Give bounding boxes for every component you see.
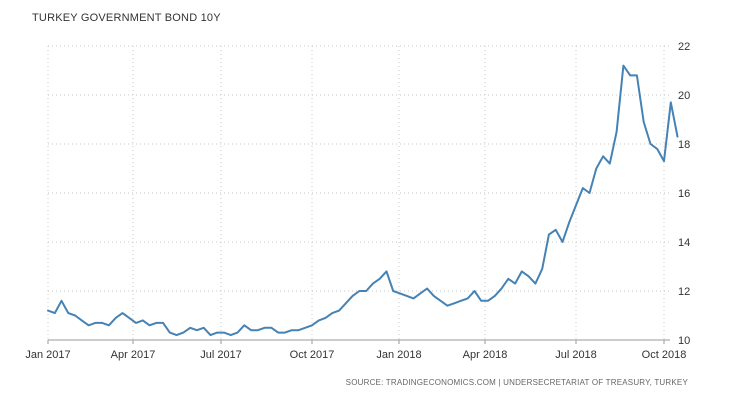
y-tick-label: 12	[678, 286, 690, 298]
x-tick-label: Jul 2018	[555, 349, 597, 361]
x-tick-label: Jan 2018	[376, 349, 421, 361]
axes	[47, 339, 670, 344]
y-tick-label: 22	[678, 41, 690, 53]
chart-source: SOURCE: TRADINGECONOMICS.COM | UNDERSECR…	[345, 378, 688, 387]
x-tick-label: Oct 2017	[290, 349, 335, 361]
y-tick-label: 20	[678, 90, 690, 102]
x-tick-label: Apr 2017	[111, 349, 156, 361]
x-tick-label: Jan 2017	[25, 349, 70, 361]
y-tick-label: 14	[678, 237, 690, 249]
chart-title: TURKEY GOVERNMENT BOND 10Y	[32, 12, 221, 24]
y-tick-label: 16	[678, 188, 690, 200]
x-tick-labels: Jan 2017 Apr 2017 Jul 2017 Oct 2017 Jan 2018…	[25, 349, 686, 361]
x-tick-label: Apr 2018	[463, 349, 508, 361]
series-line	[47, 64, 679, 337]
y-tick-labels: 10 12 14 16 18 20 22	[678, 41, 690, 347]
x-tick-label: Oct 2018	[642, 349, 687, 361]
grid-lines	[47, 45, 670, 341]
y-tick-label: 18	[678, 139, 690, 151]
y-tick-label: 10	[678, 335, 690, 347]
x-tick-label: Jul 2017	[200, 349, 242, 361]
series-layer	[47, 64, 679, 337]
